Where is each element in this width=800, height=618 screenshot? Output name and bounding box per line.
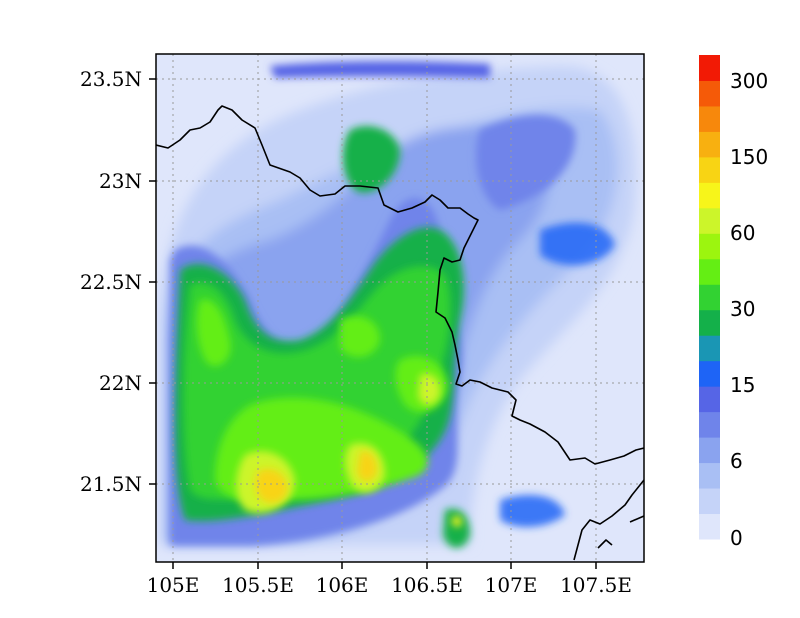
colorbar-swatch (699, 131, 720, 158)
colorbar-swatch (699, 360, 720, 387)
colorbar-swatch (699, 411, 720, 438)
rainfall-field (156, 54, 644, 562)
y-axis-labels: 23.5N 23N 22.5N 22N 21.5N (80, 67, 142, 496)
x-axis-labels: 105E 105.5E 106E 106.5E 107E 107.5E (147, 573, 632, 597)
colorbar-swatch (699, 207, 720, 234)
colorbar-swatch (699, 462, 720, 489)
x-tick-label: 106.5E (391, 573, 463, 597)
colorbar-label: 60 (730, 221, 755, 245)
map-gridlines (156, 54, 644, 562)
colorbar-label: 150 (730, 145, 768, 169)
colorbar-label: 0 (730, 526, 743, 550)
border-line-icon (156, 105, 644, 561)
colorbar-swatch (699, 258, 720, 285)
map-frame (155, 53, 645, 563)
colorbar-swatch (699, 233, 720, 260)
y-tick-label: 21.5N (80, 472, 142, 496)
x-tick-label: 105E (147, 573, 200, 597)
colorbar-label: 300 (730, 69, 768, 93)
x-tick-label: 107E (485, 573, 538, 597)
colorbar-swatch (699, 386, 720, 413)
colorbar-swatch (699, 55, 720, 81)
colorbar-swatch (699, 488, 720, 515)
y-tick-label: 22N (99, 371, 142, 395)
colorbar-label: 30 (730, 297, 755, 321)
x-tick-label: 107.5E (560, 573, 632, 597)
colorbar-swatch (699, 80, 720, 107)
x-tick-label: 105.5E (222, 573, 294, 597)
colorbar-swatch (699, 284, 720, 311)
colorbar-label: 6 (730, 449, 743, 473)
x-tick-label: 106E (316, 573, 369, 597)
axis-ticks (149, 78, 597, 569)
colorbar-swatch (699, 105, 720, 132)
colorbar-swatch (699, 156, 720, 183)
colorbar-swatch (699, 309, 720, 336)
y-tick-label: 23N (99, 169, 142, 193)
colorbar-labels: 300 150 60 30 15 6 0 (730, 69, 768, 550)
y-tick-label: 23.5N (80, 67, 142, 91)
y-tick-label: 22.5N (80, 270, 142, 294)
colorbar-swatch (699, 335, 720, 362)
colorbar-swatch (699, 437, 720, 464)
colorbar-swatch (699, 182, 720, 209)
colorbar-label: 15 (730, 373, 755, 397)
colorbar (699, 55, 720, 540)
colorbar-swatch (699, 513, 720, 540)
